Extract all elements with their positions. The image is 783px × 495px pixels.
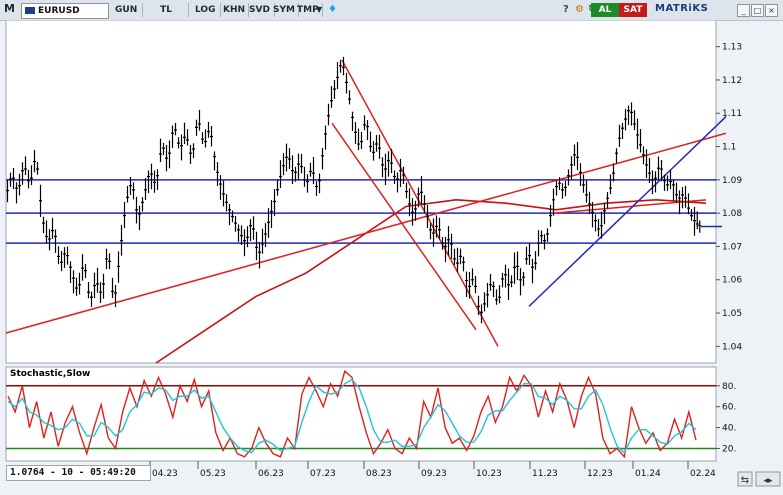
time-tick-label: 09.23 xyxy=(421,469,447,479)
symbol-input[interactable]: EURUSD xyxy=(21,3,109,19)
currency-tl-button[interactable]: TL xyxy=(144,3,189,17)
flag-icon xyxy=(25,7,35,14)
minimize-icon[interactable]: _ xyxy=(737,4,750,17)
svg-text:⇆: ⇆ xyxy=(741,475,749,486)
red-trendline xyxy=(331,122,477,331)
svg-text:◂▸: ◂▸ xyxy=(763,476,773,486)
price-tick-label: 1.06 xyxy=(722,276,742,286)
scroll-arrows[interactable]: ⇆ ◂▸ xyxy=(737,471,781,487)
twitter-icon[interactable]: ♦ xyxy=(328,4,337,15)
price-readout: 1.0764 - 10 - 05:49:20 xyxy=(6,465,151,481)
price-tick-label: 1.04 xyxy=(722,342,742,352)
stoch-tick-label: 20. xyxy=(722,444,736,454)
khn-button[interactable]: KHN xyxy=(218,3,249,17)
stoch-tick-label: 80. xyxy=(722,382,736,392)
time-tick-label: 06.23 xyxy=(258,469,284,479)
toolbar: M EURUSD GUN TL LOG KHN SVD SYM TMP ▼ ♦ … xyxy=(0,0,783,21)
stoch-k-line xyxy=(7,369,697,459)
stochastic-title: Stochastic,Slow xyxy=(10,369,90,379)
chart-area[interactable]: 20. 40. 60. 80. 1.04 1.05 1.06 1.07 1.08 1.09 1.1… xyxy=(0,20,783,495)
price-tick-label: 1.08 xyxy=(722,209,742,219)
price-panel xyxy=(5,20,717,364)
time-tick-label: 12.23 xyxy=(587,469,613,479)
price-tick-label: 1.11 xyxy=(722,109,742,119)
red-trendline xyxy=(341,59,499,347)
log-scale-button[interactable]: LOG xyxy=(190,3,221,17)
cog-icon[interactable]: ⚙ xyxy=(575,4,584,15)
time-tick-label: 05.23 xyxy=(200,469,226,479)
brand-logo: MATRiKS xyxy=(655,3,709,14)
time-tick-label: 08.23 xyxy=(366,469,392,479)
question-icon[interactable]: ? xyxy=(563,4,569,15)
time-tick-label: 11.23 xyxy=(532,469,558,479)
dropdown-icon[interactable]: ▼ xyxy=(316,5,323,14)
stoch-d-line xyxy=(7,378,697,454)
price-tick-label: 1.13 xyxy=(722,43,742,53)
time-tick-label: 07.23 xyxy=(310,469,336,479)
red-trendline xyxy=(553,199,707,214)
price-tick-label: 1.05 xyxy=(722,309,742,319)
menu-m-button[interactable]: M xyxy=(4,2,15,15)
time-tick-label: 10.23 xyxy=(476,469,502,479)
price-tick-label: 1.1 xyxy=(722,143,736,153)
symbol-value: EURUSD xyxy=(38,6,80,16)
time-tick-label: 01.24 xyxy=(635,469,661,479)
price-tick-label: 1.07 xyxy=(722,242,742,252)
moving-average-line xyxy=(155,199,707,364)
stoch-tick-label: 60. xyxy=(722,403,736,413)
close-icon[interactable]: × xyxy=(765,4,778,17)
time-tick-label: 02.24 xyxy=(690,469,716,479)
price-tick-label: 1.09 xyxy=(722,176,742,186)
time-tick-label: 04.23 xyxy=(152,469,178,479)
sell-button[interactable]: SAT xyxy=(619,3,647,17)
stoch-tick-label: 40. xyxy=(722,424,736,434)
price-tick-label: 1.12 xyxy=(722,76,742,86)
sym-button[interactable]: SYM xyxy=(268,3,299,17)
period-gun-button[interactable]: GUN xyxy=(110,3,143,17)
tmp-button[interactable]: TMP xyxy=(292,3,323,17)
blue-trendline xyxy=(528,116,727,307)
red-trendline xyxy=(5,132,727,334)
maximize-icon[interactable]: □ xyxy=(751,4,764,17)
svd-button[interactable]: SVD xyxy=(244,3,275,17)
buy-button[interactable]: AL xyxy=(591,3,619,17)
